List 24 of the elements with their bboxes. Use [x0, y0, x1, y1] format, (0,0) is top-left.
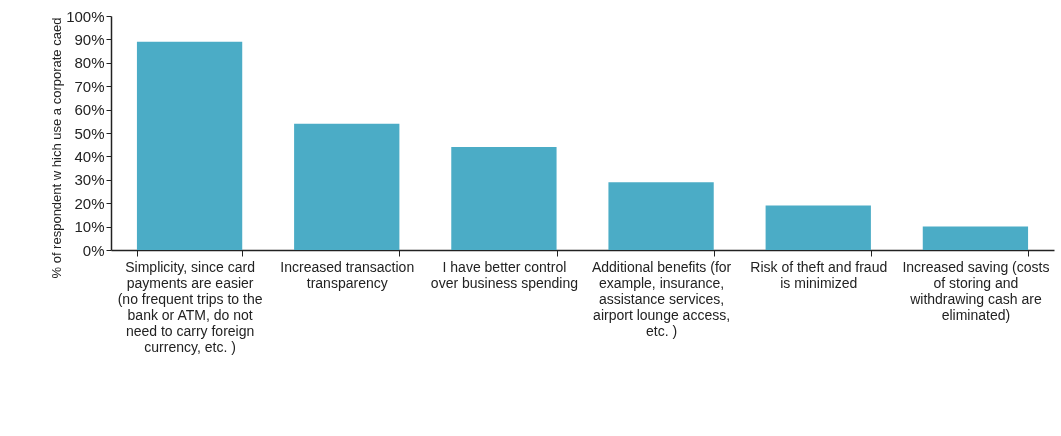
y-tick-label: 90% [74, 30, 105, 48]
x-tick-label: Increased saving (costs of storing and withdrawing cash are eliminated) [902, 258, 1050, 323]
bar [136, 41, 243, 250]
x-tick-label: Additional benefits (for example, insurance, assistance services, airport lounge access, etc. ) [591, 258, 732, 339]
x-tick-label: Simplicity, since card payments are easier (no frequent trips to the bank or ATM, do not need to carry foreign currency, etc. ) [117, 258, 263, 355]
y-tick-label: 60% [74, 101, 105, 119]
bar [294, 123, 400, 250]
bar [608, 182, 714, 250]
x-tick-label: I have better control over business spending [430, 258, 578, 291]
y-tick-label: 40% [74, 147, 105, 165]
x-tick-label: Risk of theft and fraud is minimized [750, 258, 888, 291]
y-tick-label: 100% [66, 7, 105, 25]
x-tick-label: Increased transaction transparency [280, 258, 415, 291]
bar [765, 205, 871, 250]
y-tick-label: 20% [74, 194, 105, 212]
y-tick-label: 80% [74, 54, 105, 72]
bar [922, 226, 1029, 250]
y-tick-label: 30% [74, 171, 105, 189]
bar [451, 147, 557, 250]
y-tick-label: 70% [74, 77, 105, 95]
y-tick-label: 10% [74, 218, 105, 236]
y-tick-label: 50% [74, 124, 105, 142]
y-axis-title: % of respondent w hich use a corporate caed [48, 17, 64, 279]
y-tick-label: 0% [82, 241, 105, 259]
